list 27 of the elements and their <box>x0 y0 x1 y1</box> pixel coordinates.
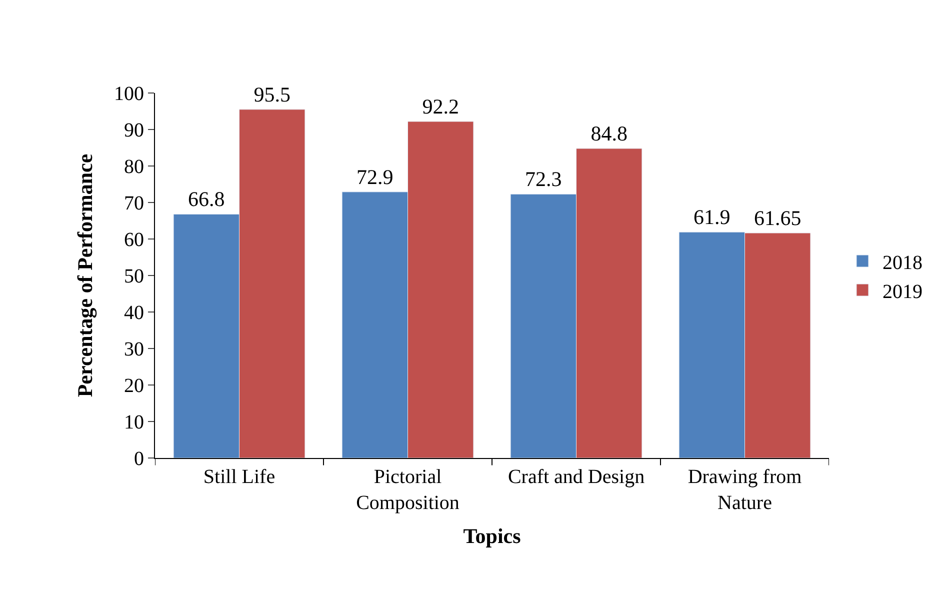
y-tick-label: 100 <box>114 83 144 105</box>
y-tick-label: 70 <box>124 192 144 214</box>
x-tick-label: Still Life <box>203 466 276 488</box>
data-label: 92.2 <box>422 94 459 118</box>
y-tick-label: 0 <box>134 448 144 470</box>
y-axis-title: Percentage of Performance <box>73 154 98 398</box>
x-tick-label: Craft and Design <box>508 466 645 488</box>
legend-label: 2018 <box>882 252 922 274</box>
y-tick-label: 50 <box>124 266 144 288</box>
y-tick-label: 30 <box>124 338 144 360</box>
x-tick-label: Drawing from Nature <box>688 466 802 514</box>
y-tick-label: 90 <box>124 120 144 142</box>
y-tick-label: 80 <box>124 156 144 178</box>
data-label: 72.3 <box>525 167 562 192</box>
y-tick-label: 10 <box>124 412 144 434</box>
data-label: 61.65 <box>754 206 802 230</box>
x-tick-label: Pictorial Composition <box>356 466 460 514</box>
x-axis-title: Topics <box>463 524 521 548</box>
y-tick-label: 60 <box>124 229 144 251</box>
data-label: 66.8 <box>188 187 225 212</box>
data-label: 61.9 <box>694 205 730 230</box>
legend-label: 2019 <box>882 280 922 303</box>
y-tick-label: 20 <box>124 375 144 397</box>
data-label: 95.5 <box>254 82 290 106</box>
y-tick-label: 40 <box>124 302 144 324</box>
data-label: 72.9 <box>356 164 394 189</box>
data-label: 84.8 <box>590 121 628 146</box>
